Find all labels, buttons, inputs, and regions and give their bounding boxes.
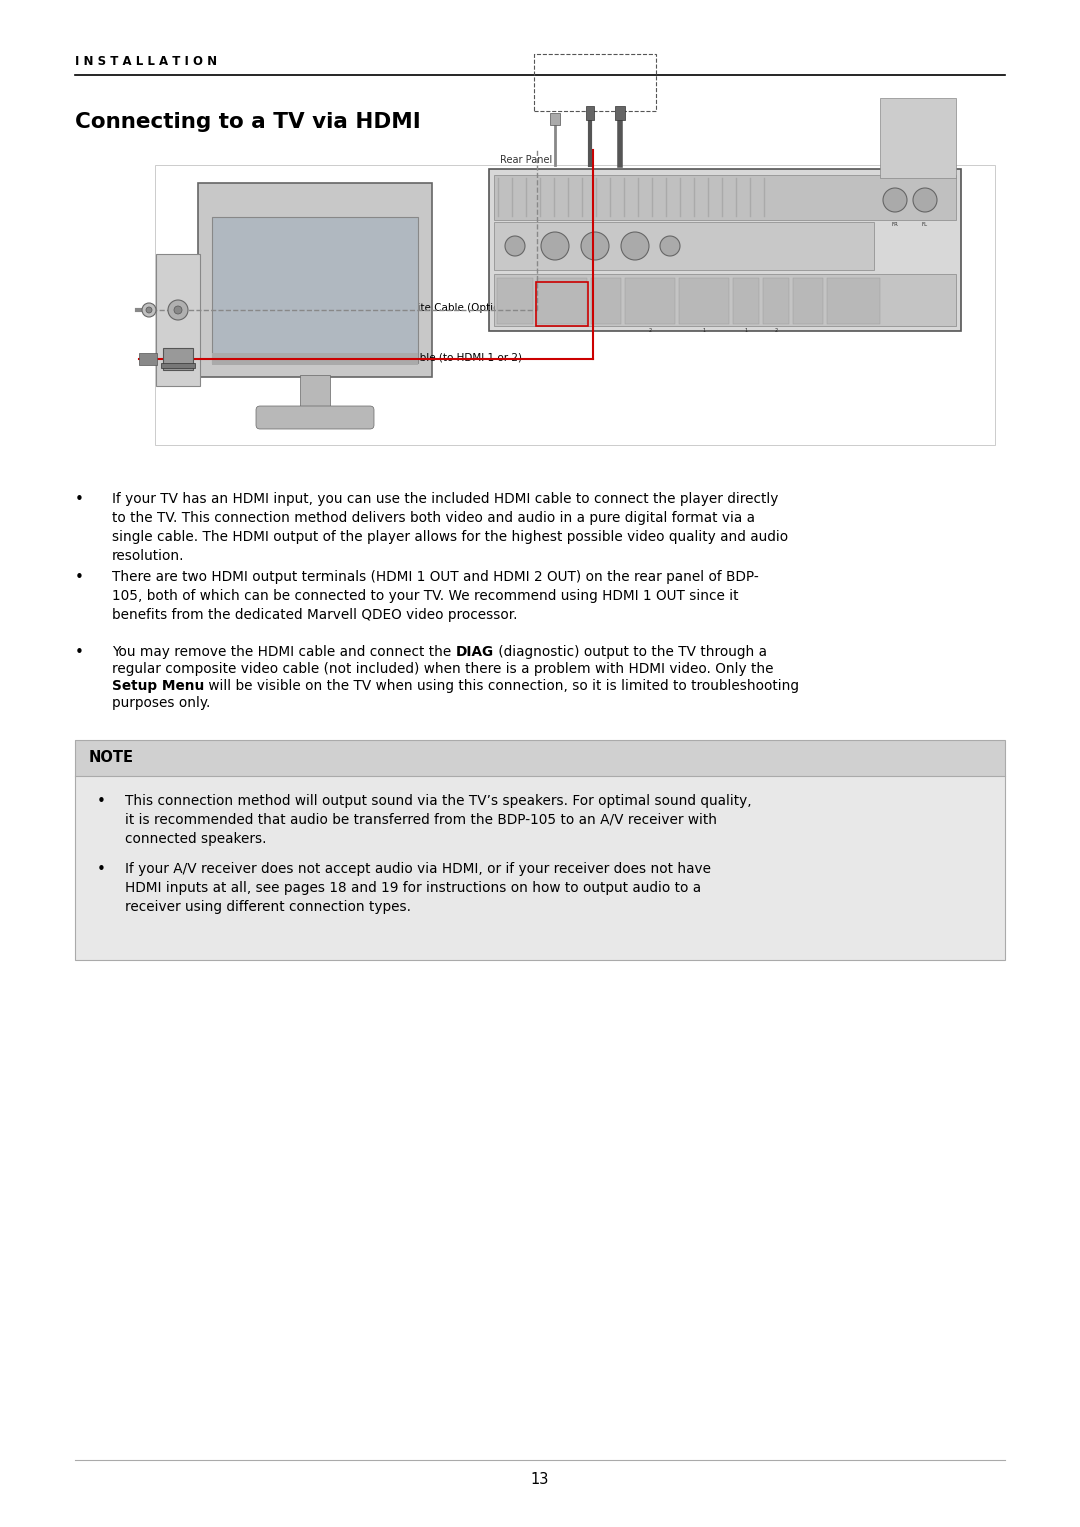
Circle shape: [505, 237, 525, 257]
Text: This connection method will output sound via the TV’s speakers. For optimal soun: This connection method will output sound…: [125, 794, 752, 846]
Bar: [625, 278, 675, 324]
Circle shape: [883, 188, 907, 212]
Bar: [880, 98, 956, 179]
Text: purposes only.: purposes only.: [112, 696, 211, 710]
Text: HDMI OUT
2: HDMI OUT 2: [637, 322, 662, 333]
Text: LAN: LAN: [510, 322, 519, 327]
Text: DIAG: DIAG: [456, 644, 494, 660]
Bar: [212, 353, 418, 365]
FancyBboxPatch shape: [198, 183, 432, 377]
Text: There are two HDMI output terminals (HDMI 1 OUT and HDMI 2 OUT) on the rear pane: There are two HDMI output terminals (HDM…: [112, 570, 759, 621]
Text: •: •: [75, 570, 84, 585]
Circle shape: [174, 305, 183, 315]
Bar: [537, 278, 588, 324]
Text: Composite Cable (Optional): Composite Cable (Optional): [375, 302, 519, 313]
Text: •: •: [97, 794, 106, 809]
Bar: [156, 165, 995, 444]
Bar: [494, 273, 956, 325]
Text: IR IN: IR IN: [802, 322, 814, 327]
FancyBboxPatch shape: [156, 253, 200, 386]
Bar: [827, 278, 880, 324]
Bar: [161, 363, 195, 368]
Text: will be visible on the TV when using this connection, so it is limited to troubl: will be visible on the TV when using thi…: [204, 680, 799, 693]
Text: HDMI In: HDMI In: [161, 325, 191, 334]
Bar: [733, 278, 759, 324]
Bar: [75, 776, 1005, 960]
Circle shape: [621, 232, 649, 260]
Text: Video In: Video In: [161, 276, 191, 286]
Circle shape: [541, 232, 569, 260]
Text: •: •: [75, 644, 84, 660]
Bar: [586, 105, 594, 121]
Text: HDMI IN: HDMI IN: [552, 322, 572, 327]
Bar: [679, 278, 729, 324]
Text: USB
2: USB 2: [771, 322, 781, 333]
Bar: [536, 282, 588, 325]
Bar: [300, 376, 330, 411]
Text: HDMI Cable (to HDMI 1 or 2): HDMI Cable (to HDMI 1 or 2): [375, 353, 522, 362]
Bar: [494, 176, 956, 220]
Circle shape: [913, 188, 937, 212]
Circle shape: [146, 307, 152, 313]
Bar: [75, 741, 1005, 776]
Text: NOTE: NOTE: [89, 750, 134, 765]
Text: HDMI OUT
1: HDMI OUT 1: [691, 322, 716, 333]
Text: Setup Menu: Setup Menu: [112, 680, 204, 693]
Bar: [762, 278, 789, 324]
Text: 13: 13: [530, 1472, 550, 1487]
Text: Rear Panel: Rear Panel: [500, 156, 552, 165]
Bar: [497, 278, 534, 324]
Text: FL: FL: [922, 221, 928, 228]
Text: If your A/V receiver does not accept audio via HDMI, or if your receiver does no: If your A/V receiver does not accept aud…: [125, 863, 711, 913]
Text: RS-232C: RS-232C: [843, 322, 864, 327]
Text: USB
1: USB 1: [741, 322, 751, 333]
Circle shape: [660, 237, 680, 257]
Bar: [139, 353, 157, 365]
Text: Connecting to a TV via HDMI: Connecting to a TV via HDMI: [75, 111, 421, 131]
Text: (diagnostic) output to the TV through a: (diagnostic) output to the TV through a: [494, 644, 767, 660]
Bar: [494, 221, 874, 270]
Bar: [591, 278, 621, 324]
Text: •: •: [97, 863, 106, 876]
Text: If your TV has an HDMI input, you can use the included HDMI cable to connect the: If your TV has an HDMI input, you can us…: [112, 492, 788, 563]
Text: DIAG: DIAG: [599, 322, 612, 327]
Circle shape: [581, 232, 609, 260]
Circle shape: [168, 299, 188, 321]
Text: I N S T A L L A T I O N: I N S T A L L A T I O N: [75, 55, 217, 69]
Text: regular composite video cable (not included) when there is a problem with HDMI v: regular composite video cable (not inclu…: [112, 663, 773, 676]
Bar: [615, 105, 625, 121]
Bar: [550, 113, 561, 125]
Text: You may remove the HDMI cable and connect the: You may remove the HDMI cable and connec…: [112, 644, 456, 660]
FancyBboxPatch shape: [489, 169, 961, 331]
Bar: [793, 278, 823, 324]
Bar: [163, 348, 193, 370]
Circle shape: [141, 302, 156, 318]
Bar: [75, 741, 1005, 960]
FancyBboxPatch shape: [256, 406, 374, 429]
Bar: [212, 217, 418, 363]
Text: FR: FR: [892, 221, 899, 228]
Text: •: •: [75, 492, 84, 507]
